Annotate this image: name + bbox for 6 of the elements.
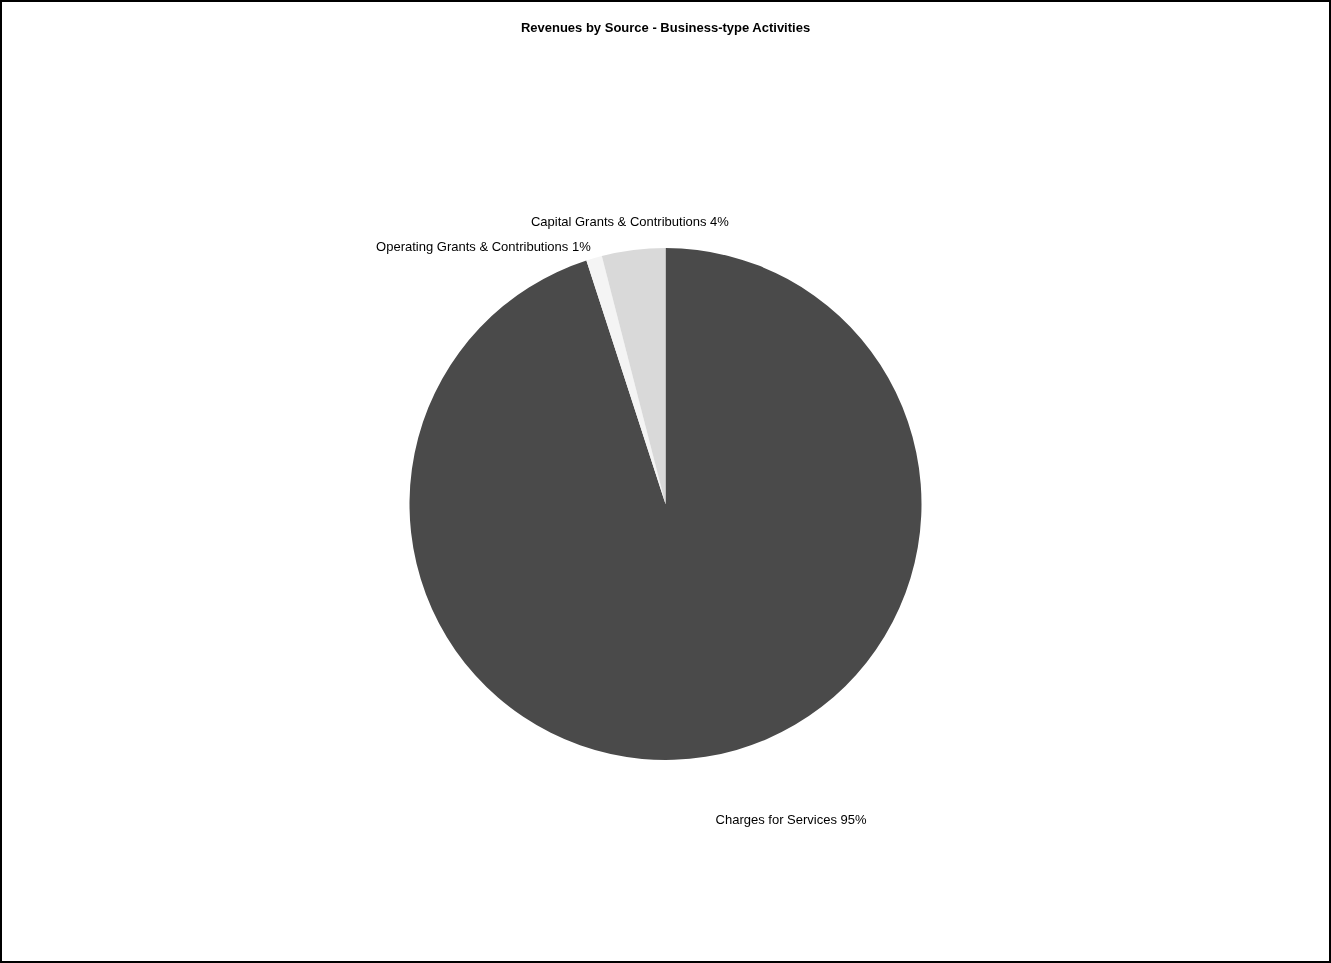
pie-slice (601, 248, 666, 504)
slice-label: Capital Grants & Contributions 4% (530, 214, 730, 230)
chart-title: Revenues by Source - Business-type Activities (520, 20, 811, 35)
pie-slice (586, 256, 666, 504)
slice-label: Charges for Services 95% (715, 812, 868, 828)
slice-label: Operating Grants & Contributions 1% (376, 238, 592, 254)
